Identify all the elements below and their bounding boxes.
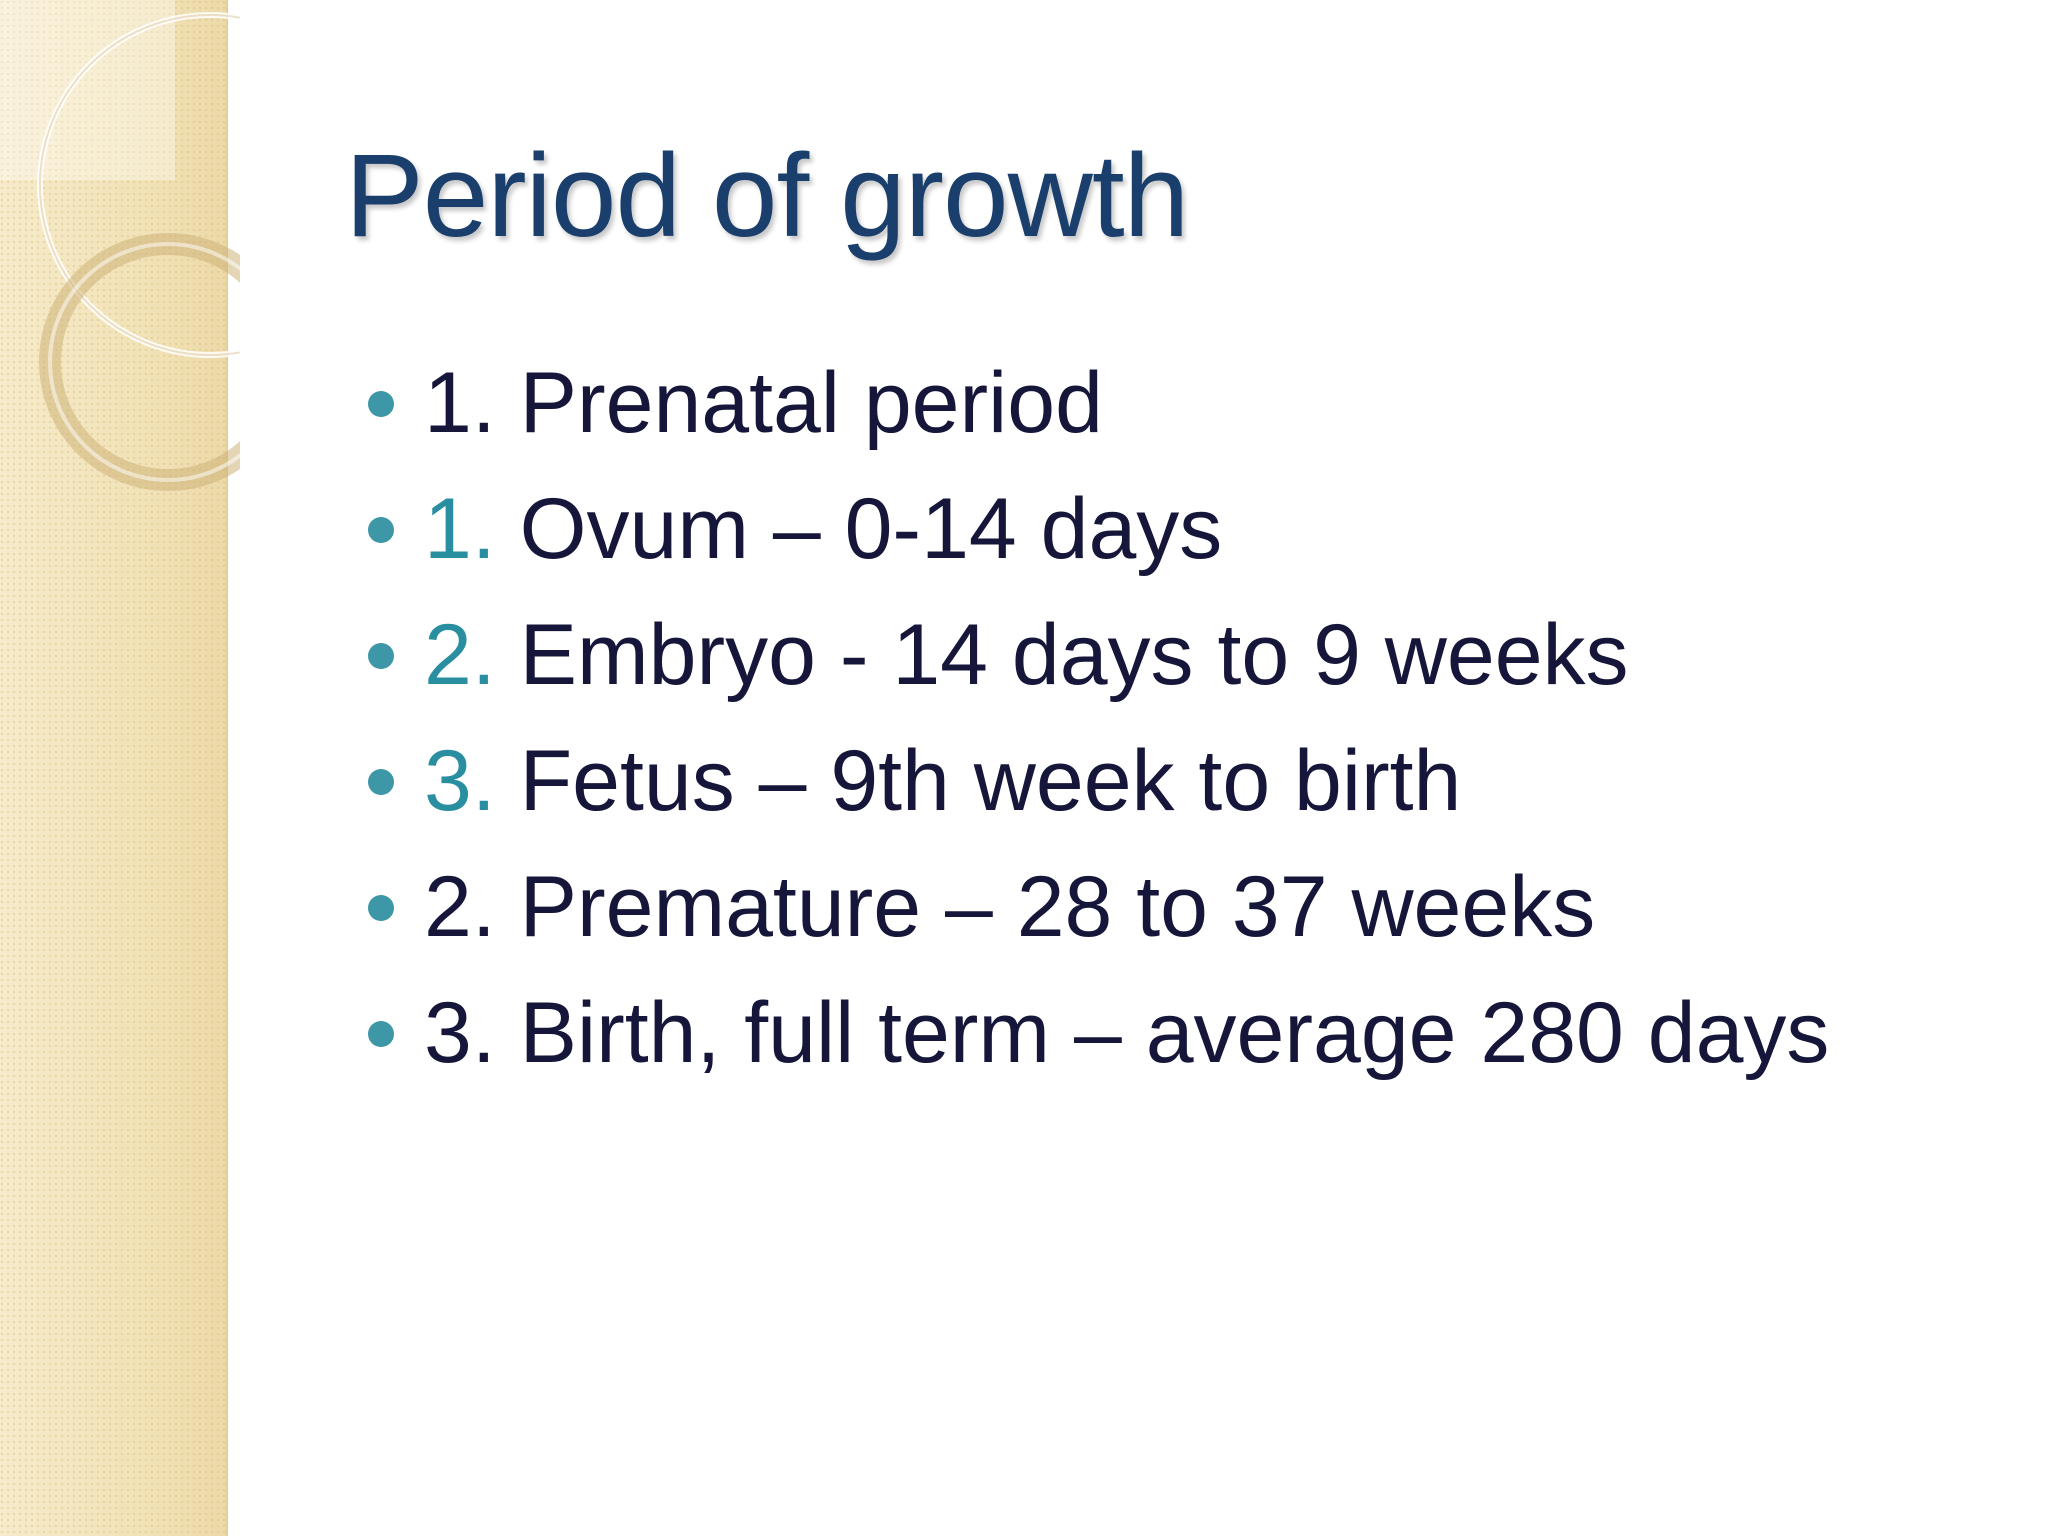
item-number: 2. [424,859,496,955]
item-text: Ovum – 0-14 days [495,481,1223,577]
item-text: Prenatal period [495,355,1103,451]
list-item: 1. Ovum – 0-14 days [360,466,1829,592]
bullet-list: 1. Prenatal period 1. Ovum – 0-14 days 2… [360,340,1829,1096]
bullet-dot-icon [368,391,394,417]
list-item: 2. Premature – 28 to 37 weeks [360,844,1829,970]
list-item: 1. Prenatal period [360,340,1829,466]
item-number: 1. [424,355,496,451]
item-number: 3. [424,733,496,829]
decorative-rings-icon [0,0,240,491]
bullet-dot-icon [368,895,394,921]
list-item: 3. Fetus – 9th week to birth [360,718,1829,844]
bullet-dot-icon [368,769,394,795]
item-text: Fetus – 9th week to birth [495,733,1462,829]
bullet-dot-icon [368,1021,394,1047]
bullet-dot-icon [368,643,394,669]
item-number: 1. [424,481,496,577]
bullet-dot-icon [368,517,394,543]
item-text: Embryo - 14 days to 9 weeks [495,607,1629,703]
item-text: Birth, full term – average 280 days [495,985,1830,1081]
item-text: Premature – 28 to 37 weeks [495,859,1596,955]
slide-title: Period of growth [345,130,1189,262]
item-number: 2. [424,607,496,703]
list-item: 2. Embryo - 14 days to 9 weeks [360,592,1829,718]
list-item: 3. Birth, full term – average 280 days [360,970,1829,1096]
item-number: 3. [424,985,496,1081]
